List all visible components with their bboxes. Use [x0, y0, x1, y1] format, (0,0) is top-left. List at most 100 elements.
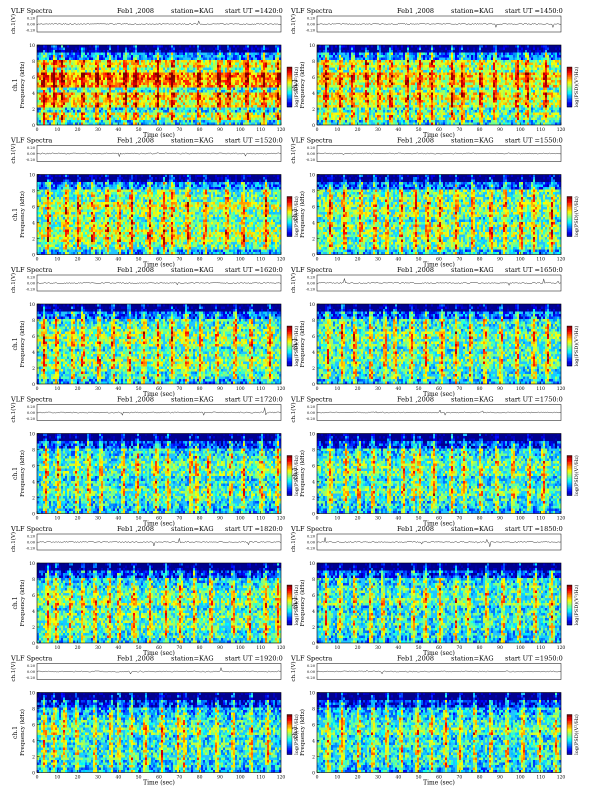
spectrogram-cell: [185, 53, 187, 56]
spectrogram-cell: [187, 83, 189, 86]
spectrogram-cell: [159, 65, 161, 68]
spectrogram-cell: [149, 63, 151, 66]
spectrogram-cell: [211, 105, 213, 108]
spectrogram-cell: [51, 48, 53, 51]
spectrogram-cell: [151, 70, 153, 73]
spectrogram-cell: [135, 98, 137, 101]
spectrogram-cell: [89, 53, 91, 56]
spectrogram-cell: [169, 95, 171, 98]
spectrogram-cell: [171, 50, 173, 53]
spectrogram-cell: [255, 100, 257, 103]
waveform-ylabel: ch.1(V): [10, 14, 17, 34]
spectrogram-cell: [267, 105, 269, 108]
spectrogram-cell: [69, 48, 71, 51]
spectrogram-cell: [225, 93, 227, 96]
spectrogram-cell: [255, 105, 257, 108]
spectrogram-cell: [121, 68, 123, 71]
spectrogram-cell: [47, 95, 49, 98]
spectrogram-cell: [99, 73, 101, 76]
spectrogram-cell: [73, 70, 75, 73]
spectrogram-cell: [245, 83, 247, 86]
spectrogram-cell: [47, 63, 49, 66]
spectrogram-cell: [147, 98, 149, 101]
spectrogram-cell: [277, 73, 279, 76]
spectrogram-cell: [191, 58, 193, 61]
spectrogram-cell: [243, 98, 245, 101]
spectrogram-cell: [181, 103, 183, 106]
spectrogram-cell: [105, 60, 107, 63]
spectrogram-cell: [67, 83, 69, 86]
spectrogram-cell: [125, 45, 127, 48]
spectrogram-cell: [145, 70, 147, 73]
spectrogram-cell: [197, 85, 199, 88]
spectrogram-cell: [43, 108, 45, 111]
spectrogram-cell: [249, 93, 251, 96]
spectrogram-cell: [177, 75, 179, 78]
spectrogram-cell: [203, 48, 205, 51]
spectrogram-cell: [37, 45, 39, 48]
spectrogram-cell: [141, 68, 143, 71]
spectrogram-cell: [187, 105, 189, 108]
spectrogram-cell: [123, 90, 125, 93]
spectrogram-cell: [41, 68, 43, 71]
spectrogram-cell: [69, 53, 71, 56]
spectrogram-cell: [223, 88, 225, 91]
spectrogram-cell: [141, 83, 143, 86]
spectrogram-cell: [257, 60, 259, 63]
spectrogram-cell: [39, 83, 41, 86]
spectrogram-cell: [239, 90, 241, 93]
spectrogram-cell: [239, 73, 241, 76]
spectrogram-cell: [141, 103, 143, 106]
spectrogram-cell: [105, 88, 107, 91]
spectrogram-cell: [207, 75, 209, 78]
spectrogram-cell: [179, 90, 181, 93]
spectrogram-cell: [241, 53, 243, 56]
spectrogram-cell: [205, 100, 207, 103]
spectrogram-cell: [61, 73, 63, 76]
spectrogram-cell: [89, 63, 91, 66]
spectrogram-cell: [69, 50, 71, 53]
spectrogram-cell: [57, 108, 59, 111]
spectrogram-cell: [71, 80, 73, 83]
spectrogram-cell: [195, 80, 197, 83]
spectrogram-cell: [261, 63, 263, 66]
spectrogram-cell: [219, 100, 221, 103]
spectrogram-cell: [273, 100, 275, 103]
spectrogram-cell: [41, 58, 43, 61]
spectrogram-cell: [63, 50, 65, 53]
spectrogram-cell: [243, 100, 245, 103]
vlf-spectra-sheet: VLF Spectra Feb1 ,2008 station=KAG start UT…: [0, 0, 612, 792]
spectrogram-cell: [249, 55, 251, 58]
spectrogram-cell: [179, 65, 181, 68]
spectrogram-cell: [251, 95, 253, 98]
spectrogram-cell: [135, 105, 137, 108]
spectrogram-cell: [275, 90, 277, 93]
spectrogram-cell: [229, 68, 231, 71]
spectrogram-cell: [171, 80, 173, 83]
spectrogram-cell: [217, 93, 219, 96]
spectrogram-cell: [155, 80, 157, 83]
spectrogram-cell: [247, 85, 249, 88]
spectrogram-cell: [83, 65, 85, 68]
spectrogram-cell: [249, 60, 251, 63]
spectrogram-cell: [189, 93, 191, 96]
spectrogram-cell: [243, 65, 245, 68]
spectrogram-cell: [251, 100, 253, 103]
spectrogram-cell: [63, 65, 65, 68]
spectrogram-cell: [213, 103, 215, 106]
spectrogram-cell: [111, 103, 113, 106]
spectrogram-cell: [189, 55, 191, 58]
spectrogram-cell: [79, 103, 81, 106]
spectrogram-cell: [247, 68, 249, 71]
spectrogram-cell: [199, 93, 201, 96]
spectrogram-cell: [239, 100, 241, 103]
spectrogram-cell: [107, 75, 109, 78]
spectrogram-cell: [233, 90, 235, 93]
spectrogram-cell: [69, 73, 71, 76]
spectrogram-cell: [201, 100, 203, 103]
spectrogram-cell: [273, 50, 275, 53]
spectrogram-cell: [153, 93, 155, 96]
spectrogram-cell: [109, 105, 111, 108]
spectrogram-cell: [127, 88, 129, 91]
spectrogram-cell: [87, 60, 89, 63]
